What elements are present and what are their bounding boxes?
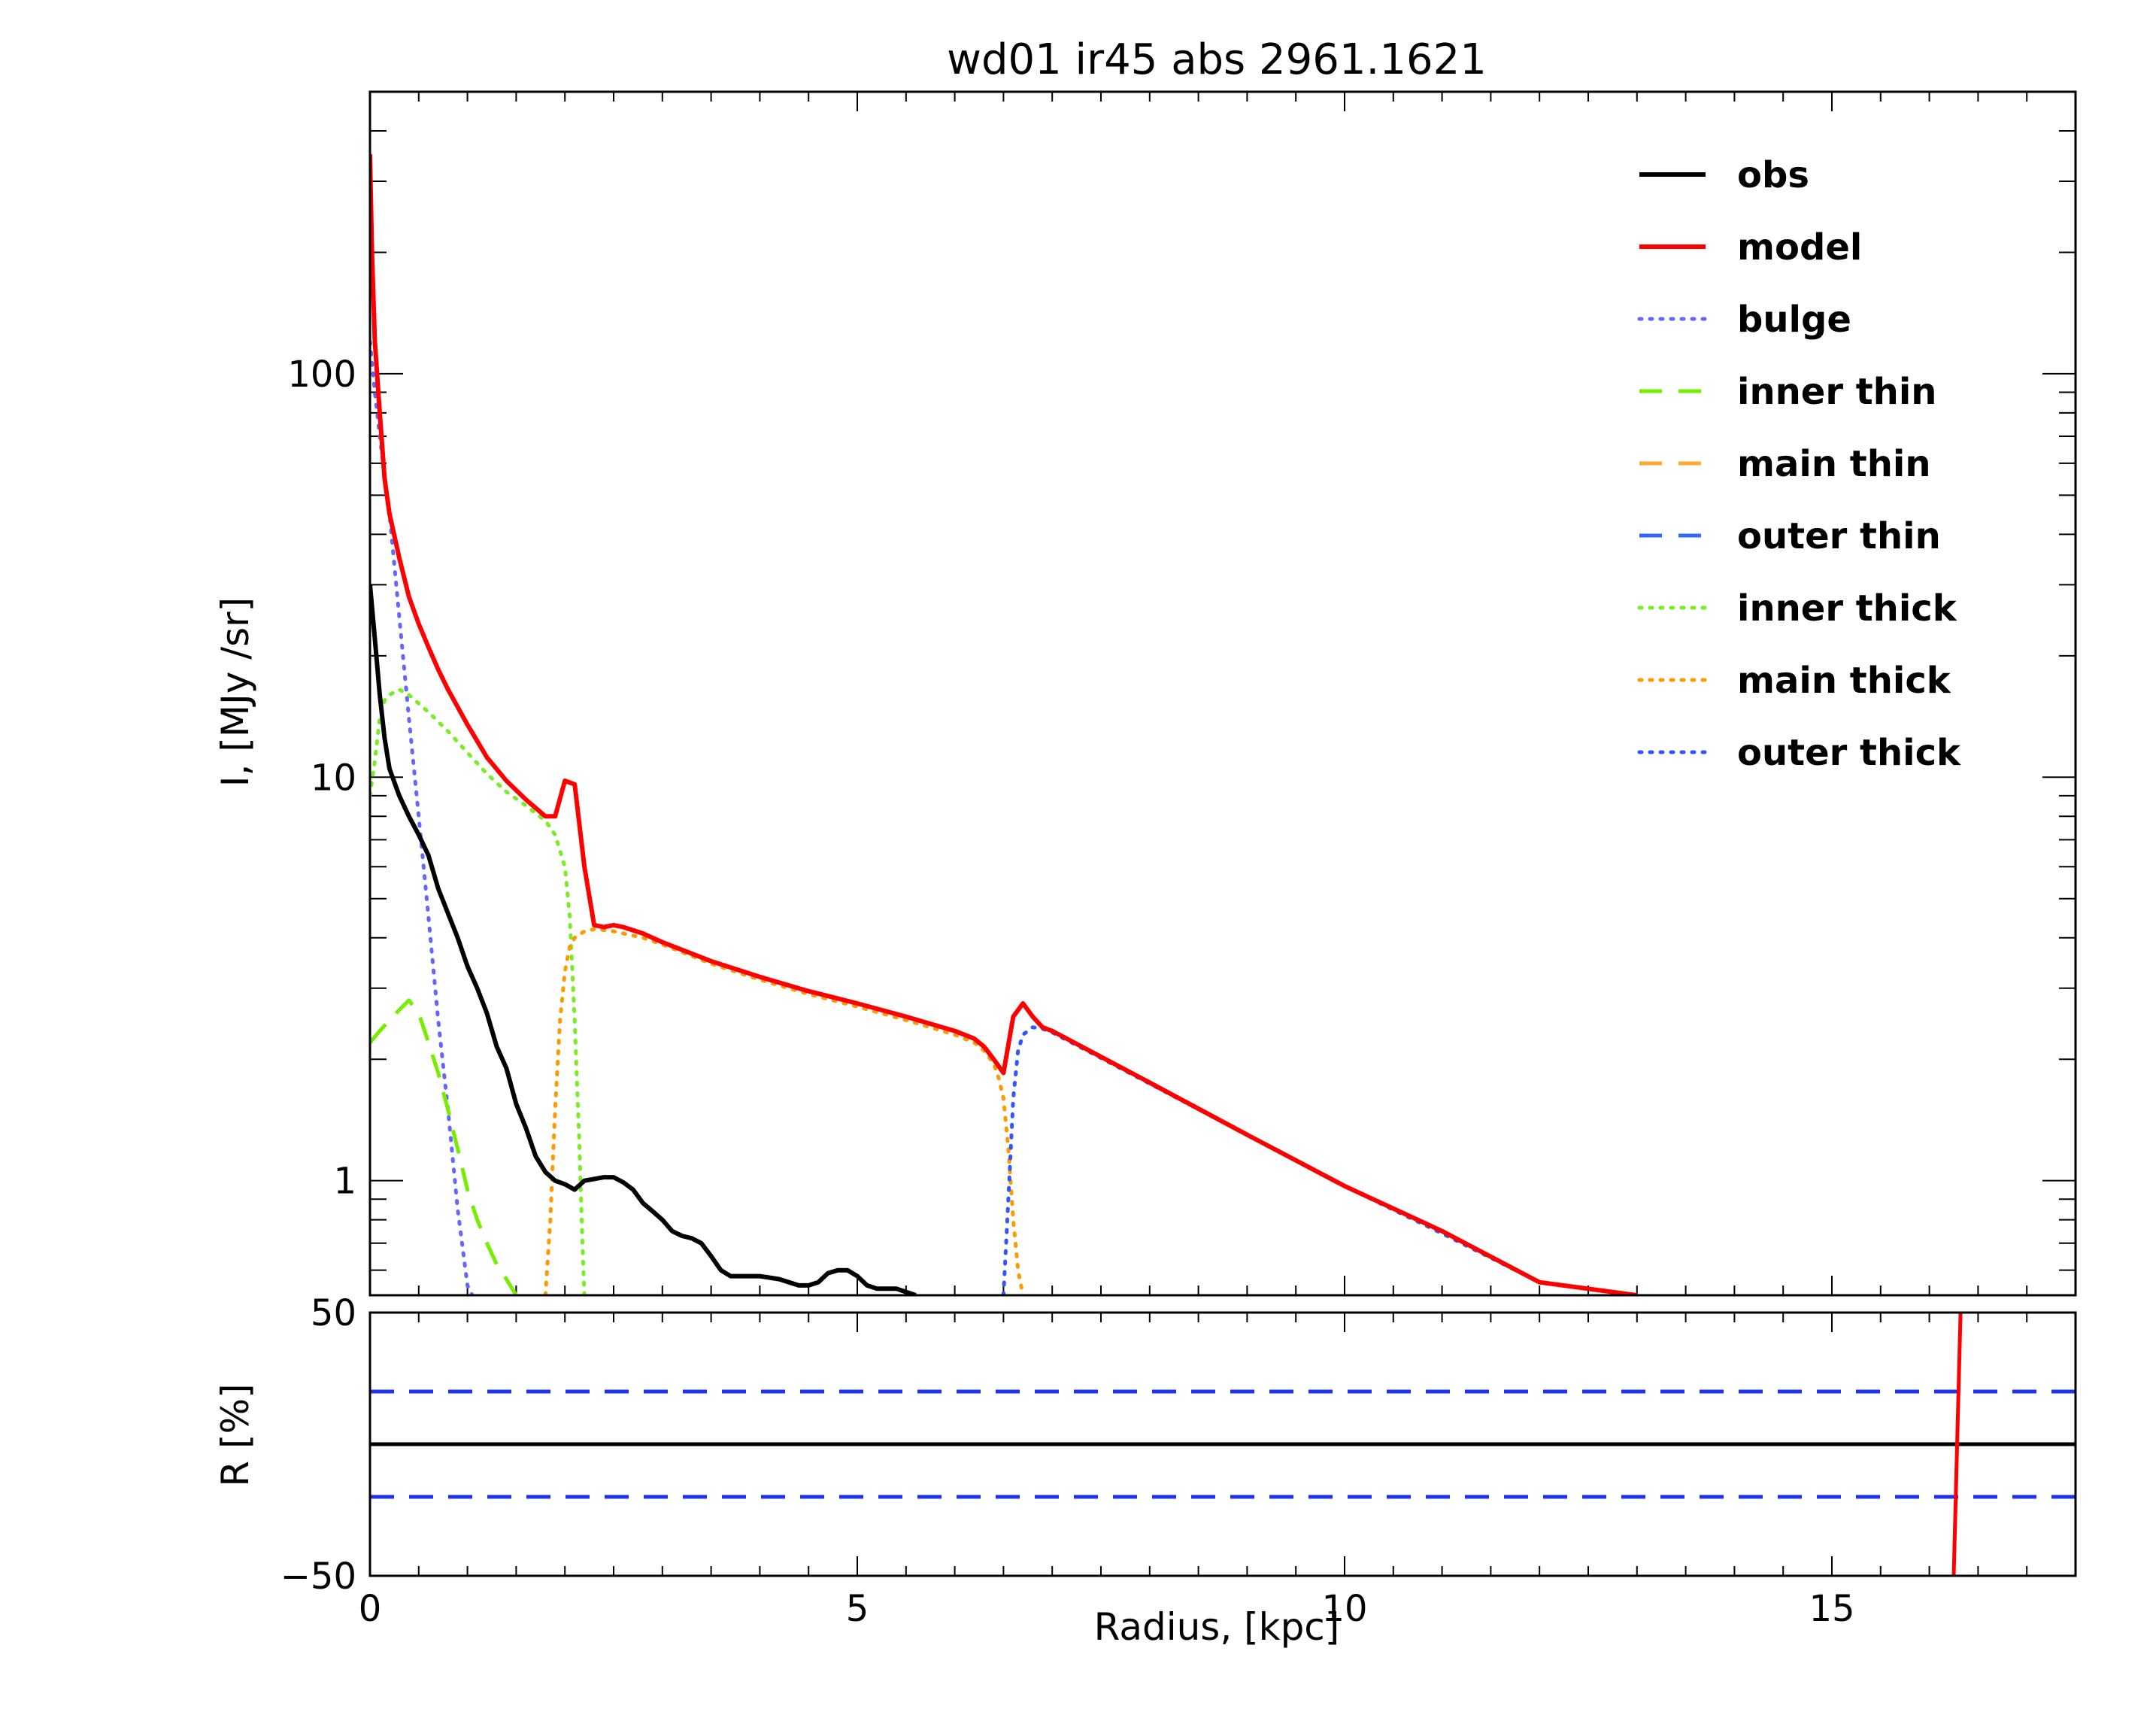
legend-label: main thin (1737, 443, 1930, 485)
x-tick-label: 0 (359, 1588, 382, 1630)
x-tick-label: 15 (1809, 1588, 1854, 1630)
y-tick-label: 100 (287, 354, 356, 396)
residual-y-axis-label: R [%] (214, 1383, 257, 1486)
legend-label: bulge (1737, 299, 1851, 341)
residual-plot-frame (368, 1311, 2077, 1577)
intensity-panel: 1 10 100 (287, 90, 2077, 1297)
y-axis-label: I, [MJy /sr] (214, 597, 257, 787)
intensity-plot-frame (368, 90, 2077, 1297)
y-tick-label: 10 (311, 757, 356, 799)
legend-label: outer thin (1737, 515, 1941, 557)
series-line-inner-thin (370, 998, 518, 1295)
legend-label: obs (1737, 154, 1809, 196)
series-line-obs (370, 584, 917, 1295)
legend-label: outer thick (1737, 732, 1961, 774)
legend-label: inner thin (1737, 371, 1936, 413)
residual-panel: 0 5 10 15 −50 50 (280, 1292, 2077, 1630)
x-tick-label: 5 (846, 1588, 869, 1630)
series-line-main-thick (543, 927, 1025, 1295)
x-axis-label: Radius, [kpc] (1094, 1605, 1340, 1649)
legend: obs model bulge inner thin main thin outer th… (1637, 154, 1961, 774)
intensity-series-group (370, 154, 1639, 1295)
series-line-outer-thick (1001, 1025, 1639, 1295)
residual-y-tick-label: −50 (280, 1556, 356, 1598)
residual-series-group (370, 1313, 2076, 1576)
residual-y-tick-label: 50 (311, 1292, 356, 1334)
legend-label: inner thick (1737, 587, 1957, 630)
x-tick-label: 10 (1321, 1588, 1367, 1630)
chart-title: wd01 ir45 abs 2961.1621 (947, 35, 1487, 84)
y-tick-label: 1 (333, 1161, 356, 1203)
residual-line (1951, 1313, 1963, 1576)
legend-label: main thick (1737, 660, 1951, 702)
legend-label: model (1737, 226, 1862, 269)
series-line-model (370, 154, 1638, 1295)
